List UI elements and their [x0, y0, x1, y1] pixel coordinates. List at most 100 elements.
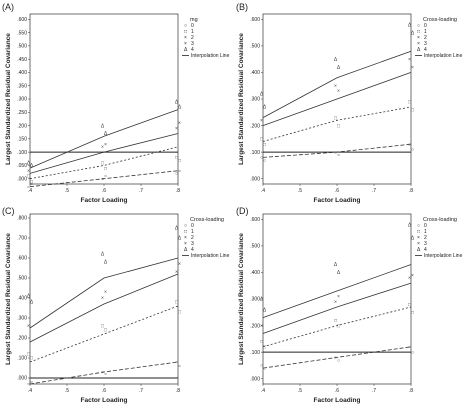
- data-point-marker: ○: [175, 171, 178, 177]
- data-point-marker: □: [411, 107, 414, 113]
- y-axis-title: Largest Standardized Residual Covariance: [238, 233, 245, 365]
- data-point-marker: Δ: [334, 262, 338, 268]
- data-point-marker: □: [260, 339, 263, 345]
- data-point-marker: □: [104, 166, 107, 172]
- y-tick-label: .200: [17, 336, 27, 342]
- data-point-marker: ○: [30, 182, 33, 188]
- chart-panel-a: (A) .000 .050 .100 .150 .200 .250 .300 .350 .400.…: [2, 2, 230, 204]
- data-point-marker: ○: [411, 350, 414, 356]
- y-tick-label: .000: [17, 176, 27, 182]
- legend-symbol: ×: [184, 35, 187, 41]
- x-axis-title: Factor Loading: [81, 397, 128, 404]
- data-point-marker: ○: [27, 184, 30, 190]
- data-point-marker: Δ: [260, 297, 264, 303]
- series-line-0: [262, 50, 412, 118]
- series-line-3: [29, 170, 179, 188]
- y-tick-label: .300: [17, 316, 27, 322]
- panel-label: (D): [236, 206, 249, 216]
- series-line-2: [262, 306, 412, 348]
- y-tick-label: .450: [17, 57, 27, 63]
- chart-panel-c: (C) .000 .100 .200 .300 .400 .500 .600 .700 .800.…: [2, 206, 230, 404]
- legend-entry: 1: [424, 29, 427, 35]
- legend-symbol: ○: [417, 223, 420, 229]
- data-point-marker: ×: [101, 296, 104, 302]
- data-point-marker: ×: [408, 57, 411, 63]
- series-line-3: [262, 143, 412, 158]
- x-tick-label: .4: [261, 188, 265, 194]
- y-tick-label: .500: [17, 44, 27, 50]
- x-tick-label: .5: [298, 388, 302, 394]
- x-tick-label: .7: [139, 188, 143, 194]
- legend-entry: 0: [191, 23, 194, 29]
- legend-symbol: ×: [417, 241, 420, 247]
- data-point-marker: ×: [334, 299, 337, 305]
- legend-entry: 0: [191, 223, 194, 229]
- y-tick-label: .300: [250, 97, 260, 103]
- data-point-marker: ×: [175, 270, 178, 276]
- series-line-1: [262, 72, 412, 126]
- y-tick-label: .200: [250, 323, 260, 329]
- series-line-2: [262, 106, 412, 142]
- data-point-marker: □: [104, 328, 107, 334]
- legend-symbol: ×: [417, 35, 420, 41]
- y-tick-label: .600: [250, 217, 260, 223]
- data-point-marker: □: [408, 99, 411, 105]
- y-tick-label: .200: [17, 123, 27, 129]
- data-point-marker: Δ: [30, 300, 34, 306]
- legend-symbol: ○: [184, 223, 187, 229]
- x-tick-label: .5: [65, 188, 69, 194]
- panel-label: (C): [2, 206, 15, 216]
- data-point-marker: ×: [104, 142, 107, 148]
- legend-entry: 1: [191, 29, 194, 35]
- legend-line-label: Interpolation Line: [191, 253, 230, 259]
- panel-label: (A): [2, 2, 14, 12]
- data-point-marker: Δ: [337, 270, 341, 276]
- data-point-marker: Δ: [104, 131, 108, 137]
- y-tick-label: .300: [17, 97, 27, 103]
- y-tick-label: .500: [250, 44, 260, 50]
- legend-title: Cross-loading: [190, 217, 224, 223]
- y-tick-label: .400: [17, 70, 27, 76]
- series-line-1: [29, 273, 179, 343]
- legend-symbol: ×: [417, 235, 420, 241]
- legend-symbol: ×: [184, 41, 187, 47]
- y-tick-label: .600: [17, 17, 27, 23]
- data-point-marker: Δ: [104, 260, 108, 266]
- data-point-marker: ×: [411, 65, 414, 71]
- data-point-marker: ○: [101, 176, 104, 182]
- x-tick-label: .6: [102, 388, 106, 394]
- x-tick-label: .8: [176, 188, 180, 194]
- x-tick-label: .5: [65, 388, 69, 394]
- data-point-marker: □: [263, 345, 266, 351]
- data-point-marker: □: [263, 142, 266, 148]
- data-point-marker: □: [30, 179, 33, 185]
- x-tick-label: .5: [298, 188, 302, 194]
- series-line-3: [29, 361, 179, 385]
- data-point-marker: ○: [263, 158, 266, 164]
- data-point-marker: Δ: [101, 123, 105, 129]
- data-point-marker: ○: [178, 168, 181, 174]
- x-tick-label: .7: [372, 388, 376, 394]
- legend-entry: 4: [191, 247, 194, 253]
- series-line-1: [262, 282, 412, 334]
- series-line-2: [29, 146, 179, 180]
- data-point-marker: ○: [104, 372, 107, 378]
- data-point-marker: ○: [337, 358, 340, 364]
- x-tick-label: .8: [409, 388, 413, 394]
- data-point-marker: ○: [30, 380, 33, 386]
- legend-symbol: ○: [184, 23, 187, 29]
- data-point-marker: ×: [334, 83, 337, 89]
- y-tick-label: .100: [17, 356, 27, 362]
- x-axis-title: Factor Loading: [314, 397, 361, 404]
- data-point-marker: ○: [408, 345, 411, 351]
- legend-symbol: Δ: [417, 47, 421, 53]
- y-tick-label: .500: [17, 276, 27, 282]
- y-tick-label: .100: [250, 150, 260, 156]
- data-point-marker: ○: [27, 382, 30, 388]
- x-tick-label: .7: [372, 188, 376, 194]
- y-tick-label: .100: [17, 150, 27, 156]
- legend-entry: 2: [424, 235, 427, 241]
- data-point-marker: Δ: [178, 236, 182, 242]
- series-line-0: [29, 109, 179, 169]
